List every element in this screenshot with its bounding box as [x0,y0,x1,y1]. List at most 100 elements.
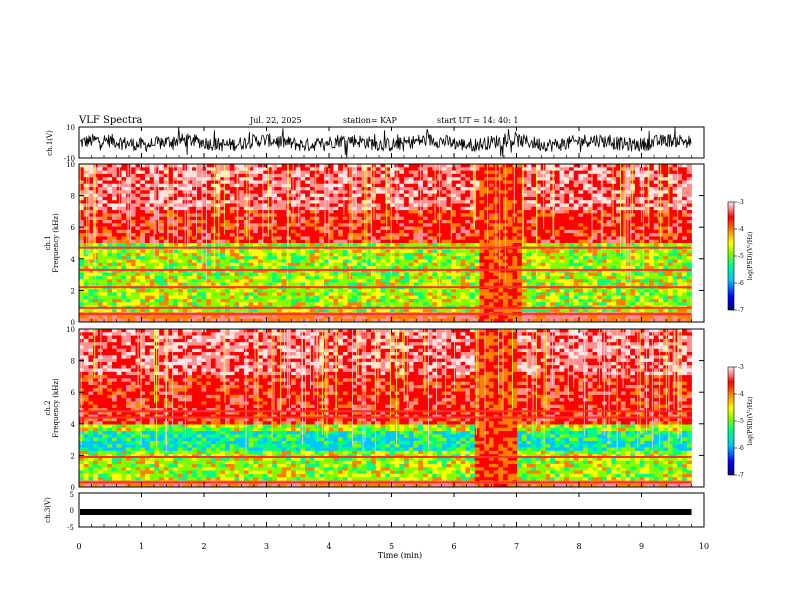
spectrogram-cell [210,193,217,198]
spectrogram-cell [484,318,490,323]
spectrogram-cell [314,266,320,270]
spectrogram-cell [484,203,490,208]
spectrogram-cell [187,190,193,195]
spectrogram-cell [512,223,518,227]
spectrogram-cell [564,279,570,283]
spectrogram-cell [465,200,471,204]
spectrogram-cell [220,193,226,198]
spectrogram-cell [239,282,245,287]
spectrogram-cell [215,216,221,221]
spectrogram-cell [206,266,212,270]
spectrogram-cell [418,295,424,300]
spectrogram-cell [437,315,443,320]
spectrogram-cell [154,187,160,191]
spectrogram-cell [140,210,146,214]
spectrogram-cell [168,302,174,306]
spectrogram-cell [135,223,141,227]
spectrogram-cell [220,259,226,264]
spectrogram-cell [484,226,490,231]
spectrogram-cell [272,196,278,201]
spectrogram-cell [144,219,151,224]
spectrogram-cell [144,236,151,241]
spectrogram-cell [422,167,429,171]
spectrogram-cell [107,173,113,178]
spectrogram-cell [88,219,94,224]
spectrogram-cell [460,170,466,175]
spectrogram-cell [536,170,542,175]
spectrogram-cell [215,223,221,227]
spectrogram-cell [536,216,542,221]
spectrogram-cell [389,318,396,323]
spectrogram-cell [267,200,273,204]
spectrogram-cell [451,206,457,211]
spectrogram-cell [253,190,259,195]
spectrogram-cell [130,173,136,178]
spectrogram-cell [446,298,452,303]
spectrogram-cell [422,180,429,185]
spectrogram-cell [206,249,212,254]
spectrogram-cell [83,203,89,208]
spectrogram-cell [182,302,188,306]
spectrogram-cell [291,302,297,306]
spectrogram-cell [135,272,141,277]
spectrogram-cell [126,252,132,257]
spectrogram-cell [512,318,518,323]
spectrogram-cell [540,249,546,254]
spectrogram-cell [267,187,273,191]
spectrogram-cell [196,190,202,195]
spectrogram-cell [111,269,118,274]
spectrogram-cell [295,295,301,300]
spectrogram-cell [366,164,372,168]
spectrogram-cell [564,282,570,287]
spectrogram-cell [361,219,367,224]
spectrogram-cell [328,252,334,257]
spectrogram-cell [389,200,396,204]
spectrogram-cell [324,187,330,191]
spectrogram-cell [512,269,518,274]
spectrogram-cell [107,193,113,198]
spectrogram-cell [545,193,551,198]
spectrogram-cell [206,315,212,320]
spectrogram-cell [479,318,485,323]
spectrogram-cell [319,229,325,234]
spectrogram-cell [479,243,485,247]
spectrogram-cell [413,256,419,260]
spectrogram-cell [154,239,160,244]
spectrogram-cell [338,315,344,320]
spectrogram-cell [140,289,146,293]
spectrogram-cell [300,289,306,293]
spectrogram-cell [144,233,151,237]
spectrogram-cell [380,272,386,277]
spectrogram-cell [295,272,301,277]
spectrogram-cell [206,219,212,224]
spectrogram-cell [342,298,348,303]
spectrogram-cell [309,282,315,287]
spectrogram-cell [267,279,273,283]
spectrogram-cell [493,318,499,323]
spectrogram-cell [149,259,155,264]
spectrogram-cell [140,213,146,218]
spectrogram-cell [404,229,410,234]
spectrogram-cell [356,183,363,188]
spectrogram-cell [314,200,320,204]
spectrogram-cell [149,262,155,267]
spectrogram-cell [206,206,212,211]
spectrogram-cell [314,173,320,178]
spectrogram-cell [149,164,155,168]
spectrogram-cell [554,275,560,280]
spectrogram-cell [126,170,132,175]
spectrogram-cell [225,279,231,283]
spectrogram-cell [149,167,155,171]
spectrogram-cell [149,308,155,313]
spectrogram-cell [366,315,372,320]
spectrogram-cell [93,279,99,283]
spectrogram-cell [126,229,132,234]
spectrogram-cell [465,164,471,168]
spectrogram-cell [258,219,264,224]
spectrogram-cell [93,292,99,297]
spectrogram-cell [328,302,334,306]
spectrogram-cell [328,259,334,264]
spectrogram-cell [380,173,386,178]
spectrogram-cell [220,308,226,313]
spectrogram-cell [281,269,287,274]
